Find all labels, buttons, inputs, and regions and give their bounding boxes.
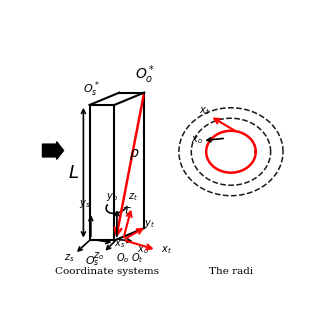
Text: $z_t$: $z_t$ — [129, 192, 139, 204]
Text: $O_o^*$: $O_o^*$ — [135, 64, 156, 86]
Text: $O_t$: $O_t$ — [131, 252, 143, 265]
Text: The radi: The radi — [209, 267, 253, 276]
Text: $x_o$: $x_o$ — [191, 134, 203, 146]
Text: $L$: $L$ — [68, 164, 79, 182]
Text: $z_s$: $z_s$ — [65, 252, 75, 264]
FancyArrow shape — [43, 142, 64, 159]
Text: Coordinate systems: Coordinate systems — [55, 267, 159, 276]
Text: $O_o$: $O_o$ — [116, 252, 129, 265]
Text: $\tau$: $\tau$ — [122, 204, 132, 217]
Text: $x_t$: $x_t$ — [161, 245, 172, 256]
Text: $O_s^*$: $O_s^*$ — [83, 79, 99, 99]
Text: $y_t$: $y_t$ — [144, 218, 155, 230]
Text: $y_o$: $y_o$ — [107, 191, 118, 204]
Text: $x_o$: $x_o$ — [137, 244, 148, 256]
Text: $x_t$: $x_t$ — [199, 105, 210, 117]
Text: $y_s$: $y_s$ — [79, 198, 90, 210]
Text: $\rho$: $\rho$ — [129, 147, 140, 162]
Text: $x_s$: $x_s$ — [114, 238, 125, 250]
Text: $z_o$: $z_o$ — [93, 251, 104, 262]
Text: $O_s$: $O_s$ — [85, 254, 100, 268]
